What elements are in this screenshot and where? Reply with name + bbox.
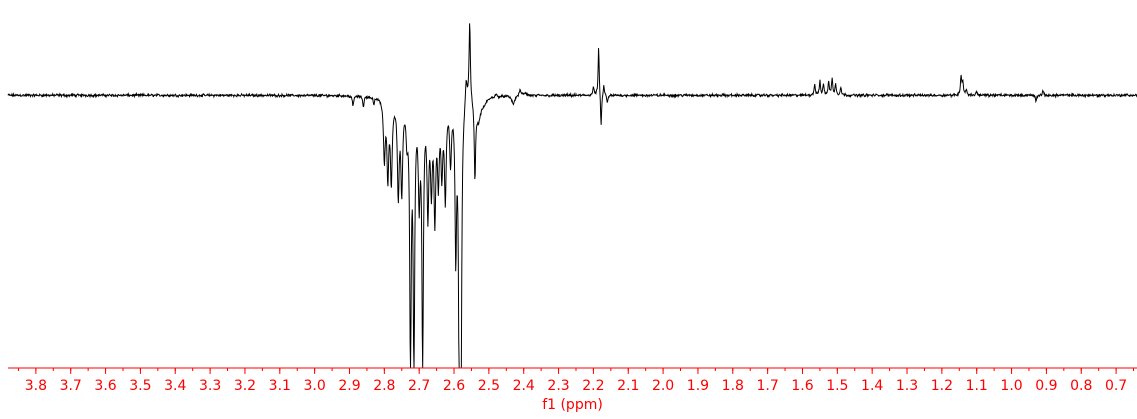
x-tick-label: 3.2 bbox=[234, 378, 256, 394]
x-tick-label: 3.1 bbox=[269, 378, 291, 394]
x-tick-label: 1.1 bbox=[966, 378, 988, 394]
x-tick-label: 1.8 bbox=[722, 378, 744, 394]
x-tick-label: 2.9 bbox=[338, 378, 360, 394]
x-tick-label: 2.6 bbox=[443, 378, 465, 394]
x-tick-label: 1.7 bbox=[757, 378, 779, 394]
x-tick-label: 2.5 bbox=[478, 378, 500, 394]
x-tick-label: 2.1 bbox=[617, 378, 639, 394]
x-tick-label: 3.4 bbox=[164, 378, 186, 394]
x-tick-label: 2.7 bbox=[408, 378, 430, 394]
x-tick-label: 3.3 bbox=[199, 378, 221, 394]
x-tick-label: 1.2 bbox=[931, 378, 953, 394]
x-tick-label: 1.0 bbox=[1000, 378, 1022, 394]
x-tick-label: 1.4 bbox=[861, 378, 883, 394]
x-tick-label: 0.9 bbox=[1035, 378, 1057, 394]
x-tick-label: 3.8 bbox=[25, 378, 47, 394]
spectrum-trace bbox=[7, 23, 1137, 369]
x-tick-label: 3.0 bbox=[304, 378, 326, 394]
x-tick-label: 1.3 bbox=[896, 378, 918, 394]
x-tick-label: 0.7 bbox=[1105, 378, 1127, 394]
x-tick-label: 1.9 bbox=[687, 378, 709, 394]
x-tick-label: 2.4 bbox=[513, 378, 535, 394]
x-tick-label: 3.6 bbox=[94, 378, 116, 394]
x-axis-label: f1 (ppm) bbox=[542, 397, 603, 413]
x-tick-label: 1.5 bbox=[826, 378, 848, 394]
x-tick-label: 2.3 bbox=[547, 378, 569, 394]
x-tick-label: 3.5 bbox=[129, 378, 151, 394]
x-tick-label: 3.7 bbox=[60, 378, 82, 394]
x-tick-label: 2.0 bbox=[652, 378, 674, 394]
x-axis: 3.8 3.7 3.6 3.5 3.4 3.3 3.2 3.1 3.0 2.9 2.8 2.7 2.6 2… bbox=[8, 367, 1137, 394]
x-tick-label: 0.8 bbox=[1070, 378, 1092, 394]
spectrum-line bbox=[7, 23, 1137, 369]
x-tick-label: 2.8 bbox=[373, 378, 395, 394]
x-tick-label: 2.2 bbox=[582, 378, 604, 394]
x-tick-label: 1.6 bbox=[791, 378, 813, 394]
